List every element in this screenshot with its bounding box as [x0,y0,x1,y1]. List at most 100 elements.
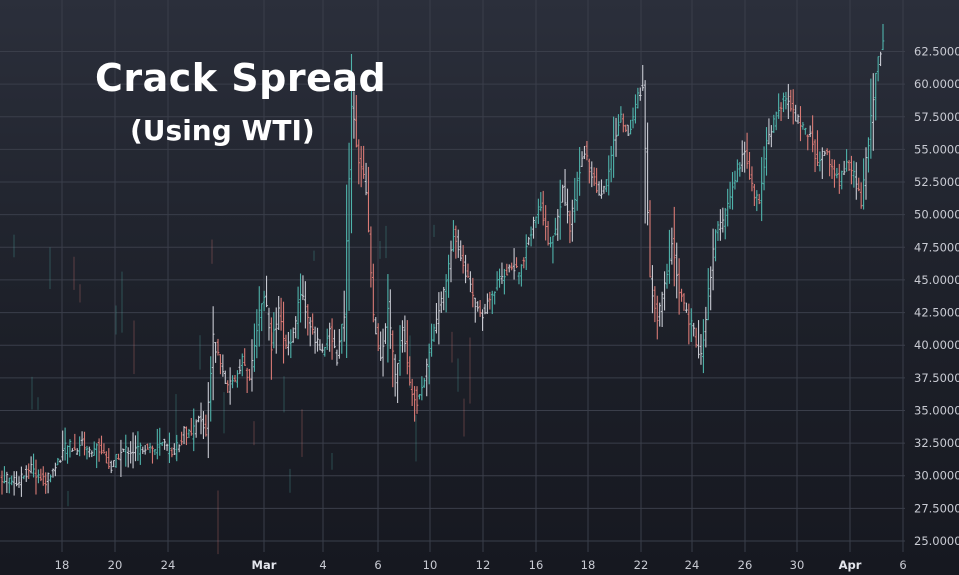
ohlc-bar [629,119,632,135]
ohlc-bar [483,303,487,315]
ohlc-bar [762,146,766,191]
ohlc-bar [505,263,509,276]
ohlc-bar [823,150,827,156]
ohlc-bar [20,466,23,497]
ohlc-bar [274,307,278,354]
ohlc-bar [109,460,113,474]
ohlc-bar [541,190,545,226]
ohlc-bar [740,140,744,172]
ohlc-bar [68,439,72,458]
ohlc-bar [859,182,863,209]
ohlc-bar [745,132,749,169]
ohlc-bar [609,146,613,183]
ohlc-bar [240,353,244,377]
y-tick-label: 40.0000 [914,338,959,352]
y-tick-label: 60.0000 [914,77,959,91]
ohlc-bar [384,323,387,344]
y-tick-label: 32.5000 [914,436,959,450]
y-tick-label: 35.0000 [914,403,959,417]
ohlc-bar [563,169,567,206]
ohlc-bar [372,263,375,323]
ohlc-bar [182,426,186,445]
ohlc-bar [520,264,523,287]
ohlc-bar [148,442,152,454]
ohlc-bar [503,268,506,295]
y-tick-label: 30.0000 [914,469,959,483]
ohlc-bar [838,163,841,194]
ohlc-bar [119,439,123,477]
chart-subtitle: (Using WTI) [130,114,315,147]
ohlc-bar [44,472,47,494]
ohlc-bar [219,354,222,375]
ohlc-bar [51,468,55,478]
ohlc-bar [461,245,465,274]
y-tick-label: 45.0000 [914,273,959,287]
ohlc-bar [185,426,188,446]
ohlc-bar [682,293,686,311]
ohlc-bar [410,378,414,406]
ohlc-bar [401,320,404,353]
ohlc-bar [340,323,344,354]
ohlc-bar [554,217,557,236]
ohlc-bar [862,158,865,210]
y-tick-label: 62.5000 [914,45,959,59]
ohlc-bar [816,130,819,167]
ohlc-bar [643,80,647,224]
ohlc-bar [260,303,263,332]
ohlc-bar [391,330,395,388]
ohlc-bar [95,443,98,469]
ohlc-bar [248,368,251,381]
ohlc-bar [842,160,846,175]
x-tick-label: 22 [634,558,649,572]
ohlc-bar [287,331,290,356]
ohlc-bar [253,323,256,372]
ohlc-bar [338,329,341,359]
ohlc-bar [432,323,436,342]
ohlc-bar [277,295,280,331]
ohlc-bar [602,185,606,194]
ohlc-bar [874,72,878,121]
ohlc-bar [437,292,441,345]
ohlc-bar [830,159,834,179]
ohlc-bar [156,428,159,460]
ohlc-bar [646,122,649,226]
ohlc-bar [117,453,120,460]
ohlc-bar [430,323,433,357]
ohlc-bar [408,356,412,386]
ohlc-bar [107,448,111,469]
ohlc-bar [160,441,164,447]
ohlc-bar [711,228,715,291]
ohlc-bar [507,264,511,273]
ohlc-bar [765,127,768,176]
ohlc-bar [306,304,310,336]
ohlc-bar [723,207,727,240]
x-tick-label: Mar [252,558,277,572]
ohlc-bar [17,476,21,488]
ohlc-bar [689,308,693,342]
ohlc-bar [316,327,319,352]
ohlc-bar [680,288,683,302]
ohlc-bar [153,449,157,456]
ohlc-bar [389,289,392,349]
ohlc-bar [39,468,43,482]
ohlc-bar [670,227,674,265]
ohlc-bar [284,334,288,350]
ohlc-bar [556,209,560,241]
ohlc-bar [330,318,334,360]
ohlc-bar [325,328,329,350]
ohlc-bar [777,93,780,119]
ohlc-bar [78,436,81,457]
ohlc-bar [864,147,868,200]
ohlc-bar [605,179,608,193]
ohlc-bar [129,441,132,464]
ohlc-bar [12,471,16,496]
y-tick-label: 37.5000 [914,371,959,385]
ohlc-bar [49,474,52,483]
ohlc-bar [226,380,230,393]
ohlc-bar [770,125,773,148]
ohlc-bar [228,367,232,405]
ohlc-bar [869,78,873,159]
ohlc-bar [750,166,754,192]
ohlc-bar [442,286,446,311]
ohlc-bar [631,107,635,129]
